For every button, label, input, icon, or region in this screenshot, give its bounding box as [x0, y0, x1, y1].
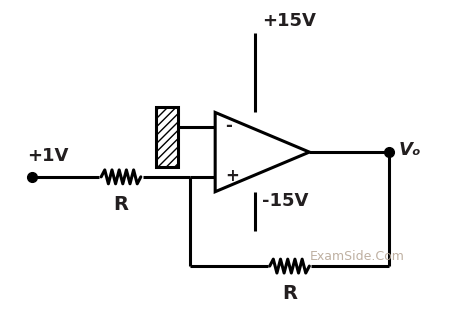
Text: R: R [282, 284, 297, 303]
Text: -15V: -15V [262, 192, 308, 210]
Text: ExamSide.Com: ExamSide.Com [309, 250, 404, 263]
Text: R: R [113, 195, 128, 214]
Text: -: - [225, 117, 232, 135]
Text: +: + [225, 167, 239, 185]
Text: +15V: +15V [262, 12, 316, 30]
Bar [156, 108, 179, 167]
Text: Vₒ: Vₒ [399, 141, 421, 159]
Text: +1V: +1V [27, 147, 68, 165]
